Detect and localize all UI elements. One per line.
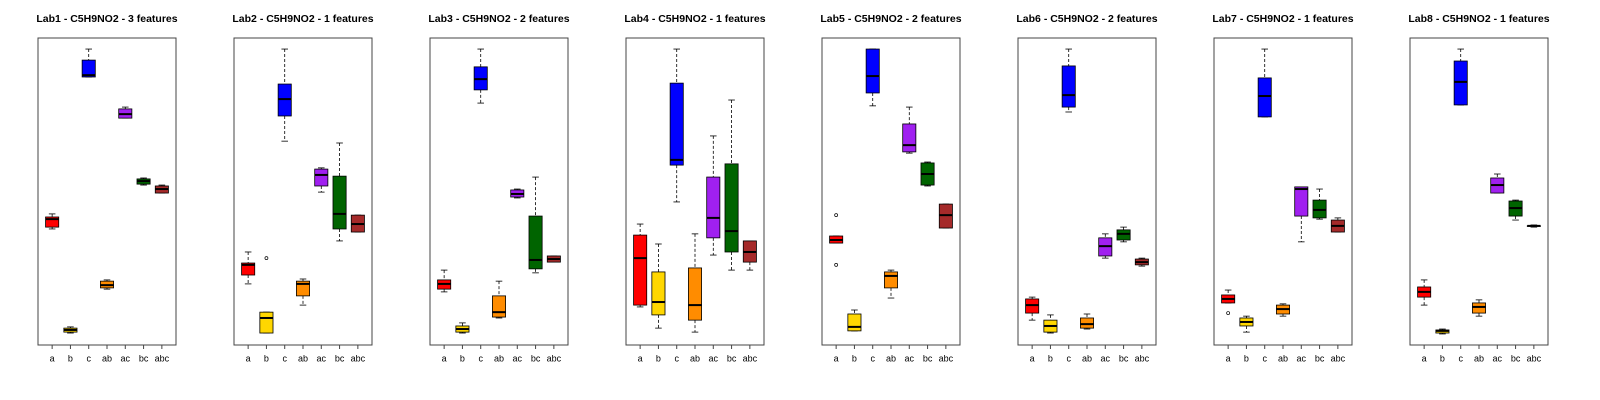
x-tick-label: b — [1244, 353, 1249, 363]
x-tick-label: bc — [1511, 353, 1521, 363]
panel-title: Lab8 - C5H9NO2 - 1 features — [1408, 13, 1549, 25]
box — [865, 48, 880, 94]
box — [902, 123, 917, 153]
box — [884, 271, 898, 289]
x-tick-label: bc — [923, 353, 933, 363]
x-tick-label: a — [442, 353, 447, 363]
box — [633, 234, 648, 306]
x-tick-label: b — [68, 353, 73, 363]
box — [81, 59, 96, 78]
outlier — [264, 256, 269, 260]
x-tick-label: a — [1226, 353, 1231, 363]
x-tick-label: ac — [1493, 353, 1503, 363]
x-tick-label: bc — [727, 353, 737, 363]
x-tick-label: b — [1440, 353, 1445, 363]
box — [724, 163, 739, 253]
box — [1080, 317, 1094, 329]
x-tick-label: ab — [1082, 353, 1092, 363]
box — [1116, 229, 1131, 241]
panel-title: Lab4 - C5H9NO2 - 1 features — [624, 13, 765, 25]
box — [1061, 65, 1076, 108]
plot-frame — [233, 37, 373, 346]
x-tick-label: abc — [351, 353, 366, 363]
plot-frame — [1409, 37, 1549, 346]
x-tick-label: c — [870, 353, 875, 363]
x-tick-label: ac — [1297, 353, 1307, 363]
panel-title: Lab3 - C5H9NO2 - 2 features — [428, 13, 569, 25]
x-tick-label: abc — [1331, 353, 1346, 363]
x-tick-label: ac — [513, 353, 523, 363]
x-tick-label: abc — [1135, 353, 1150, 363]
x-tick-label: abc — [939, 353, 954, 363]
box — [314, 168, 329, 187]
box — [688, 267, 702, 321]
x-tick-label: a — [1422, 353, 1427, 363]
box — [1472, 302, 1486, 314]
box — [259, 311, 274, 334]
panel-title: Lab6 - C5H9NO2 - 2 features — [1016, 13, 1157, 25]
x-tick-label: abc — [743, 353, 758, 363]
x-tick-label: ab — [102, 353, 112, 363]
box — [241, 262, 256, 276]
x-tick-label: abc — [155, 353, 170, 363]
box — [847, 313, 862, 332]
x-tick-label: c — [478, 353, 483, 363]
x-tick-label: bc — [531, 353, 541, 363]
panel-title: Lab1 - C5H9NO2 - 3 features — [36, 13, 177, 25]
x-tick-label: a — [638, 353, 643, 363]
box — [528, 215, 543, 270]
x-tick-label: b — [852, 353, 857, 363]
outlier — [834, 263, 838, 267]
x-tick-label: c — [1458, 353, 1463, 363]
x-tick-label: abc — [547, 353, 562, 363]
x-tick-label: a — [246, 353, 251, 363]
x-tick-label: abc — [1527, 353, 1542, 363]
x-tick-label: ac — [709, 353, 719, 363]
x-tick-label: c — [86, 353, 91, 363]
box — [45, 216, 60, 228]
outlier — [834, 213, 838, 217]
x-tick-label: c — [1066, 353, 1071, 363]
x-tick-label: ac — [905, 353, 915, 363]
box — [1257, 77, 1272, 118]
x-tick-label: a — [834, 353, 839, 363]
box — [1294, 186, 1309, 217]
x-tick-label: b — [264, 353, 269, 363]
x-tick-label: c — [1262, 353, 1267, 363]
x-tick-label: ab — [494, 353, 504, 363]
x-tick-label: ac — [1101, 353, 1111, 363]
x-tick-label: b — [1048, 353, 1053, 363]
box — [651, 271, 666, 316]
x-tick-label: bc — [139, 353, 149, 363]
x-tick-label: a — [50, 353, 55, 363]
x-tick-label: bc — [1315, 353, 1325, 363]
plot-frame — [821, 37, 961, 346]
panel-title: Lab2 - C5H9NO2 - 1 features — [232, 13, 373, 25]
x-tick-label: b — [460, 353, 465, 363]
x-tick-label: c — [282, 353, 287, 363]
x-tick-label: bc — [1119, 353, 1129, 363]
x-tick-label: ab — [1278, 353, 1288, 363]
panel-title: Lab5 - C5H9NO2 - 2 features — [820, 13, 961, 25]
x-tick-label: ac — [317, 353, 327, 363]
box — [332, 175, 347, 230]
panel-title: Lab7 - C5H9NO2 - 1 features — [1212, 13, 1353, 25]
x-tick-label: ab — [1474, 353, 1484, 363]
box — [1453, 60, 1468, 106]
x-tick-label: b — [656, 353, 661, 363]
x-tick-label: ab — [298, 353, 308, 363]
x-tick-label: ab — [886, 353, 896, 363]
x-tick-label: c — [674, 353, 679, 363]
box — [669, 82, 684, 166]
x-tick-label: bc — [335, 353, 345, 363]
x-tick-label: ab — [690, 353, 700, 363]
x-tick-label: ac — [121, 353, 131, 363]
box — [706, 176, 721, 239]
x-tick-label: a — [1030, 353, 1035, 363]
outlier — [1226, 311, 1230, 315]
box — [492, 295, 506, 318]
